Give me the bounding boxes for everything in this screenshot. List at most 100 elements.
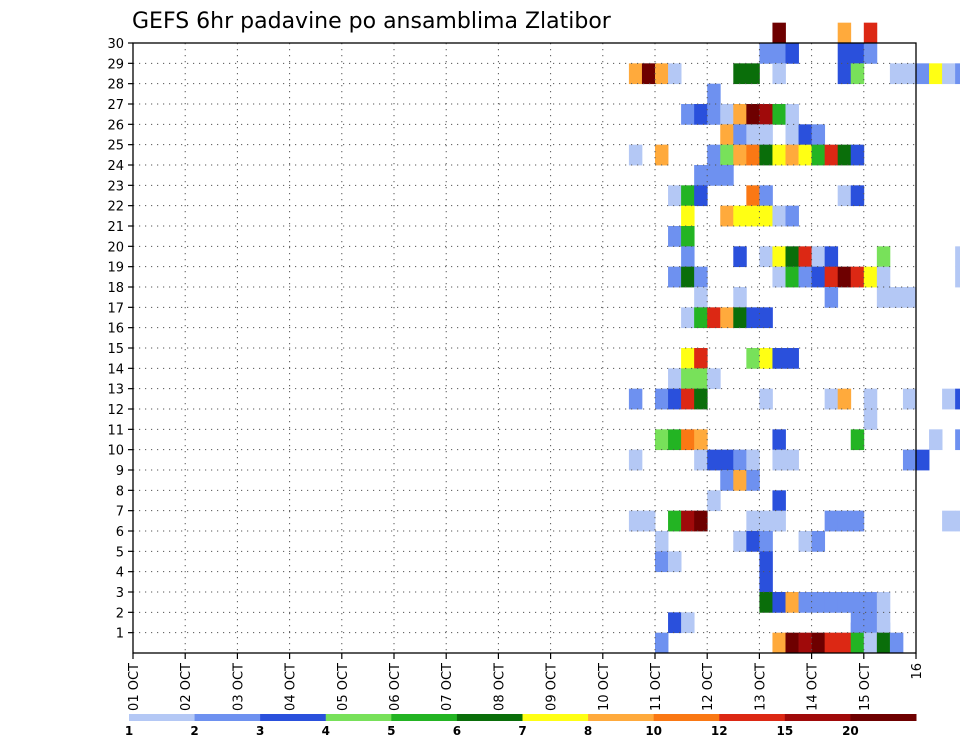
heatmap-cell xyxy=(668,368,682,390)
heatmap-cell xyxy=(785,632,799,654)
heatmap-cell xyxy=(733,531,747,552)
colorbar-swatch xyxy=(850,714,917,721)
heatmap-cell xyxy=(681,348,695,369)
heatmap-cell xyxy=(889,63,904,85)
colorbar-swatch xyxy=(391,714,458,721)
y-tick-label: 25 xyxy=(107,139,124,154)
colorbar-label: 6 xyxy=(453,724,461,738)
heatmap-cell xyxy=(824,632,839,654)
heatmap-cell xyxy=(694,388,708,410)
heatmap-cell xyxy=(694,429,708,451)
heatmap-cell xyxy=(733,124,747,146)
y-tick-label: 8 xyxy=(116,484,124,499)
y-tick-label: 18 xyxy=(107,281,124,296)
heatmap-cell xyxy=(863,43,878,64)
heatmap-cell xyxy=(668,63,682,85)
y-tick-label: 13 xyxy=(107,383,124,398)
x-tick-label: 10 OCT xyxy=(597,663,612,711)
heatmap-cell xyxy=(733,449,747,471)
colorbar-label: 8 xyxy=(584,724,592,738)
heatmap-cell xyxy=(772,348,786,369)
heatmap-cell xyxy=(837,266,852,288)
y-axis: 1234567891011121314151617181920212223242… xyxy=(107,37,133,642)
heatmap-cell xyxy=(733,205,747,227)
heatmap-cell xyxy=(837,22,852,44)
heatmap-cell xyxy=(759,510,773,532)
heatmap-cell xyxy=(759,144,773,166)
heatmap-cell xyxy=(942,63,956,85)
heatmap-cell xyxy=(955,388,960,410)
heatmap-cell xyxy=(798,266,812,288)
colorbar-swatch xyxy=(260,714,327,721)
colorbar-label: 4 xyxy=(322,724,330,738)
y-tick-label: 22 xyxy=(107,200,124,215)
heatmap-cell xyxy=(772,449,786,471)
y-tick-label: 29 xyxy=(107,57,124,72)
y-tick-label: 4 xyxy=(116,566,124,581)
heatmap-cell xyxy=(955,429,960,451)
heatmap-cell xyxy=(785,348,799,369)
heatmap-cell xyxy=(798,592,812,613)
heatmap-cell xyxy=(707,307,721,329)
x-tick-label: 07 OCT xyxy=(440,663,455,711)
heatmap-cell xyxy=(824,388,839,410)
heatmap-cell xyxy=(733,307,747,329)
y-tick-label: 28 xyxy=(107,78,124,93)
y-tick-label: 12 xyxy=(107,403,124,418)
heatmap-cell xyxy=(759,307,773,329)
heatmap-cell xyxy=(733,246,747,268)
heatmap-cell xyxy=(720,307,734,329)
heatmap-cell xyxy=(759,205,773,227)
heatmap-cell xyxy=(668,185,682,207)
x-tick-label: 15 OCT xyxy=(858,663,873,711)
heatmap-cell xyxy=(772,205,786,227)
heatmap-cell xyxy=(707,165,721,186)
heatmap-cell xyxy=(681,185,695,207)
heatmap-cell xyxy=(850,63,865,85)
heatmap-cell xyxy=(746,185,760,207)
heatmap-cell xyxy=(824,287,839,308)
heatmap-cell xyxy=(720,470,734,491)
y-tick-label: 9 xyxy=(116,464,124,479)
heatmap-cell xyxy=(850,592,865,613)
x-tick-label: 06 OCT xyxy=(388,663,403,711)
heatmap-cell xyxy=(850,632,865,654)
heatmap-cell xyxy=(668,429,682,451)
heatmap-cell xyxy=(694,266,708,288)
heatmap-cell xyxy=(759,388,773,410)
heatmap-cell xyxy=(811,246,826,268)
y-tick-label: 17 xyxy=(107,301,124,316)
heatmap-cell xyxy=(863,266,878,288)
y-tick-label: 19 xyxy=(107,261,124,276)
heatmap-cell xyxy=(785,266,799,288)
heatmap-cell xyxy=(772,429,786,451)
heatmap-cell xyxy=(955,63,960,85)
heatmap-cell xyxy=(707,83,721,105)
heatmap-cell xyxy=(902,63,917,85)
heatmap-cell xyxy=(916,63,930,85)
colorbar-label: 20 xyxy=(842,724,859,738)
heatmap-cell xyxy=(785,246,799,268)
heatmap-cell xyxy=(785,592,799,613)
heatmap-cell xyxy=(759,551,773,573)
heatmap-cell xyxy=(916,449,930,471)
heatmap-cell xyxy=(811,592,826,613)
heatmap-cell xyxy=(681,266,695,288)
x-tick-label: 16 xyxy=(910,663,925,680)
x-tick-label: 11 OCT xyxy=(649,663,664,711)
heatmap-cell xyxy=(694,368,708,390)
x-tick-label: 08 OCT xyxy=(492,663,507,711)
heatmap-cell xyxy=(628,388,643,410)
heatmap-cell xyxy=(733,63,747,85)
colorbar-label: 15 xyxy=(776,724,793,738)
heatmap-cell xyxy=(668,388,682,410)
heatmap-cells xyxy=(628,22,960,654)
heatmap-cell xyxy=(772,266,786,288)
heatmap-cell xyxy=(772,632,786,654)
colorbar-label: 3 xyxy=(256,724,264,738)
colorbar-label: 7 xyxy=(518,724,526,738)
heatmap-cell xyxy=(746,144,760,166)
heatmap-cell xyxy=(798,246,812,268)
heatmap-cell xyxy=(798,531,812,552)
heatmap-cell xyxy=(798,144,812,166)
